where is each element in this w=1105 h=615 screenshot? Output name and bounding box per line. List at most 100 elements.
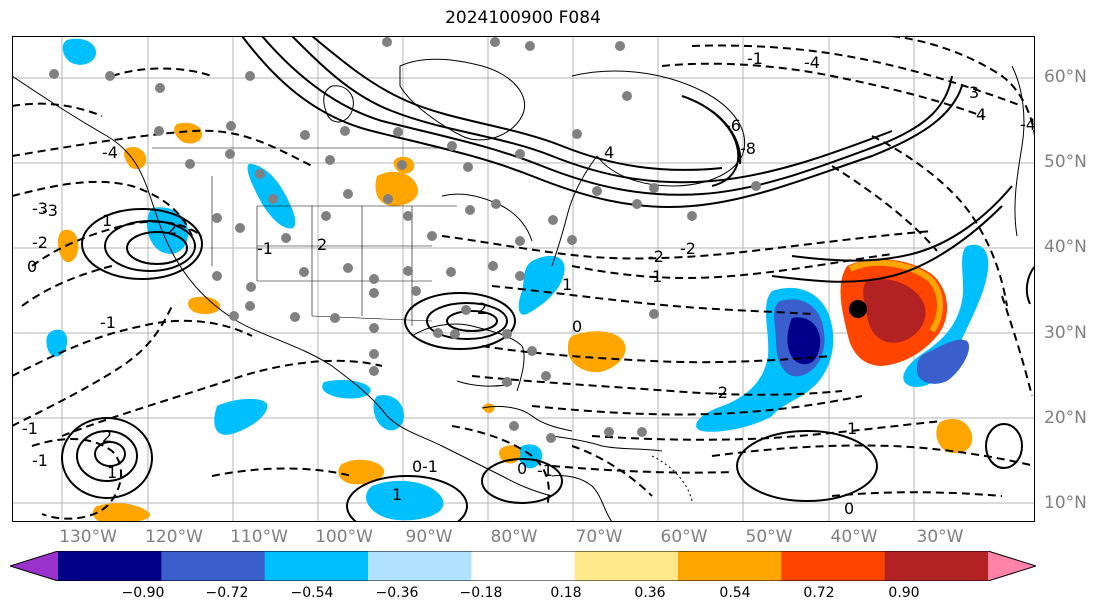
negative-anomaly-peak	[787, 317, 821, 365]
colorbar-segment	[471, 551, 576, 581]
blue-blob-epac	[366, 480, 444, 521]
colorbar-tick: 0.54	[719, 585, 751, 601]
contour-label: 1	[102, 211, 112, 230]
contour-label: -2	[648, 247, 664, 266]
lon-label-110w: 110°W	[230, 527, 288, 547]
colorbar-tick: −0.90	[121, 585, 165, 601]
lat-label-10n: 10°N	[1044, 493, 1087, 513]
orange-blob-baja	[188, 296, 221, 315]
contour-label: 3	[969, 83, 979, 102]
lon-label-100w: 100°W	[315, 527, 373, 547]
contour-label: -3	[32, 199, 48, 218]
blue-blob-gulf	[322, 380, 371, 399]
blue-blob-ak	[62, 38, 97, 65]
lon-label-60w: 60°W	[660, 527, 708, 547]
center-marker	[849, 300, 867, 318]
contour-label: -2	[32, 233, 48, 252]
contour-label: 2	[102, 427, 112, 446]
orange-blob-pac-nw	[124, 146, 147, 170]
contour-label: 0	[27, 257, 37, 276]
colorbar-tick: −0.36	[375, 585, 419, 601]
lat-label-40n: 40°N	[1044, 237, 1087, 257]
negative-anomaly-east-core	[917, 339, 970, 384]
contour-label: -1	[32, 451, 48, 470]
orange-blob-small	[482, 403, 495, 413]
contour-label: 0	[844, 499, 854, 518]
orange-blob-pacific	[57, 229, 79, 263]
colorbar-segment	[368, 551, 472, 581]
colorbar-segment	[574, 551, 679, 581]
orange-blob-southwest	[92, 503, 151, 522]
contour-label: -4	[1020, 115, 1035, 134]
colorbar-tick: −0.54	[290, 585, 334, 601]
contour-label: 0	[517, 459, 527, 478]
contour-label: 1	[107, 463, 117, 482]
colorbar-segment	[781, 551, 886, 581]
lon-label-40w: 40°W	[830, 527, 878, 547]
map-title: 2024100900 F084	[445, 8, 601, 28]
contour-label: -1	[100, 313, 116, 332]
contour-label: 2	[317, 235, 327, 254]
lat-label-20n: 20°N	[1044, 408, 1087, 428]
negative-anomaly-east	[903, 244, 989, 387]
colorbar-tick: 0.36	[634, 585, 666, 601]
contour-label: -2	[680, 239, 696, 258]
colorbar-segment	[264, 551, 369, 581]
contour-label: -1	[422, 457, 438, 476]
colorbar-tick: −0.18	[459, 585, 503, 601]
lon-label-70w: 70°W	[575, 527, 623, 547]
orange-blob-far-east	[936, 418, 973, 454]
contour-label: 0	[572, 317, 582, 336]
contour-label: -1	[537, 461, 553, 480]
contour-label: 2	[477, 299, 487, 318]
lon-label-50w: 50°W	[745, 527, 793, 547]
colorbar-tick: 0.18	[550, 585, 582, 601]
contour-label: -4	[102, 143, 118, 162]
lon-label-130w: 130°W	[59, 527, 117, 547]
contour-label: 2	[167, 219, 177, 238]
contour-label: 0	[412, 457, 422, 476]
blue-blob-pac-west	[46, 329, 68, 357]
orange-blob-atlantic	[568, 331, 626, 373]
blue-blob-carib	[517, 444, 543, 469]
blue-blob-mexico	[214, 398, 268, 435]
colorbar-extension-high	[988, 551, 1036, 581]
colorbar-extension-low	[10, 551, 58, 581]
colorbar	[10, 551, 1036, 581]
contour-label: 1	[847, 419, 857, 438]
colorbar-tick: −0.72	[205, 585, 249, 601]
station-dots	[49, 37, 761, 443]
lon-label-120w: 120°W	[145, 527, 203, 547]
contour-label: 1	[652, 267, 662, 286]
contour-label: -1	[22, 419, 38, 438]
colorbar-segment	[884, 551, 989, 581]
lon-label-90w: 90°W	[405, 527, 453, 547]
contour-label: -3	[42, 201, 58, 220]
positive-anomaly-core	[863, 278, 926, 343]
contour-label: -6	[725, 116, 741, 135]
lon-label-30w: 30°W	[916, 527, 964, 547]
contour-label: 4	[604, 143, 614, 162]
map-panel: -2-3-4-101 2-6-84-22 -2-11-11-10-2101-1201…	[12, 36, 1035, 522]
colorbar-segment	[161, 551, 266, 581]
lat-label-30n: 30°N	[1044, 323, 1087, 343]
colorbar-segment	[678, 551, 782, 581]
colorbar-tick: 0.90	[888, 585, 920, 601]
positive-anomaly-outer	[848, 259, 943, 333]
contour-label: 4	[976, 105, 986, 124]
blue-blob-central	[373, 395, 404, 431]
contour-label: -1	[747, 49, 763, 68]
contour-label: 1	[392, 485, 402, 504]
filled-anomalies	[46, 38, 989, 522]
orange-blob-canada-west	[174, 122, 203, 144]
blue-blob-east-coast	[518, 255, 565, 315]
coastlines	[12, 58, 1025, 522]
contour-label: -8	[740, 139, 756, 158]
contour-label: -2	[712, 383, 728, 402]
contour-label: -1	[257, 239, 273, 258]
contour-labels: -2-3-4-101 2-6-84-22 -2-11-11-10-2101-1201…	[22, 49, 1035, 518]
lon-label-80w: 80°W	[490, 527, 538, 547]
contour-label: -4	[804, 53, 820, 72]
positive-contours	[61, 36, 1035, 522]
colorbar-segment	[58, 551, 162, 581]
